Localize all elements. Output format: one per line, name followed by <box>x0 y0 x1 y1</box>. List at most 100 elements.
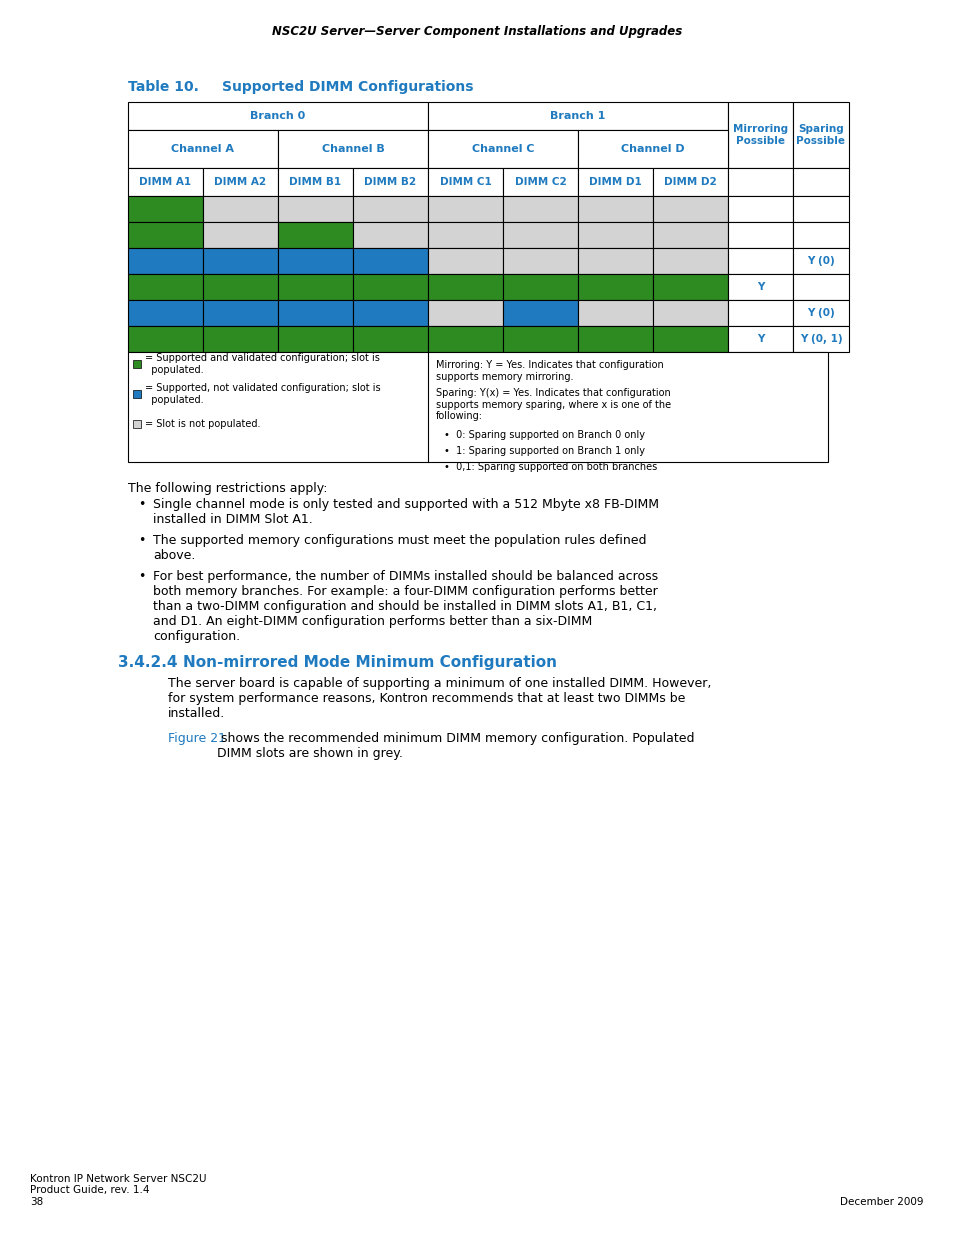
Bar <box>428 248 502 274</box>
Text: Channel A: Channel A <box>172 144 234 154</box>
Bar <box>353 168 428 196</box>
Bar <box>128 326 203 352</box>
Text: •: • <box>138 534 145 547</box>
Text: The following restrictions apply:: The following restrictions apply: <box>128 482 327 495</box>
Bar <box>128 274 203 300</box>
Bar <box>502 326 578 352</box>
Text: Channel D: Channel D <box>620 144 684 154</box>
Bar <box>128 130 277 168</box>
Text: NSC2U Server—Server Component Installations and Upgrades: NSC2U Server—Server Component Installati… <box>272 25 681 38</box>
Bar <box>277 222 353 248</box>
Bar <box>353 222 428 248</box>
Bar <box>428 326 502 352</box>
Bar <box>652 196 727 222</box>
Text: shows the recommended minimum DIMM memory configuration. Populated
DIMM slots ar: shows the recommended minimum DIMM memor… <box>216 732 694 760</box>
Bar <box>428 168 502 196</box>
Bar <box>578 248 652 274</box>
Bar <box>428 300 502 326</box>
Bar <box>428 130 578 168</box>
Bar <box>727 103 792 168</box>
Bar <box>277 248 353 274</box>
Bar <box>203 326 277 352</box>
Bar <box>428 196 502 222</box>
Text: Non-mirrored Mode Minimum Configuration: Non-mirrored Mode Minimum Configuration <box>183 655 557 671</box>
Bar <box>792 248 848 274</box>
Text: •  1: Sparing supported on Branch 1 only: • 1: Sparing supported on Branch 1 only <box>443 446 644 456</box>
Bar <box>652 222 727 248</box>
Bar <box>727 326 792 352</box>
Bar <box>132 420 141 429</box>
Bar <box>128 196 203 222</box>
Text: The supported memory configurations must meet the population rules defined
above: The supported memory configurations must… <box>152 534 646 562</box>
Bar <box>502 274 578 300</box>
Bar <box>277 130 428 168</box>
Bar <box>132 390 141 398</box>
Text: Supported DIMM Configurations: Supported DIMM Configurations <box>222 80 473 94</box>
Bar <box>727 248 792 274</box>
Text: December 2009: December 2009 <box>840 1197 923 1207</box>
Text: The server board is capable of supporting a minimum of one installed DIMM. Howev: The server board is capable of supportin… <box>168 677 711 720</box>
Text: Sparing
Possible: Sparing Possible <box>796 125 844 146</box>
Text: DIMM B2: DIMM B2 <box>364 177 416 186</box>
Bar <box>428 103 727 130</box>
Text: Sparing: Y(x) = Yes. Indicates that configuration
supports memory sparing, where: Sparing: Y(x) = Yes. Indicates that conf… <box>436 388 670 421</box>
Text: = Supported, not validated configuration; slot is
  populated.: = Supported, not validated configuration… <box>145 383 380 405</box>
Bar <box>277 300 353 326</box>
Bar <box>128 300 203 326</box>
Bar <box>277 274 353 300</box>
Text: Y (0, 1): Y (0, 1) <box>799 333 841 345</box>
Bar <box>727 274 792 300</box>
Bar <box>128 103 428 130</box>
Text: •  0,1: Sparing supported on both branches: • 0,1: Sparing supported on both branche… <box>443 462 657 472</box>
Bar <box>277 326 353 352</box>
Bar <box>792 300 848 326</box>
Bar <box>353 248 428 274</box>
Text: Channel B: Channel B <box>321 144 384 154</box>
Bar <box>502 168 578 196</box>
Text: Y: Y <box>756 282 763 291</box>
Bar <box>277 168 353 196</box>
Text: Mirroring
Possible: Mirroring Possible <box>732 125 787 146</box>
Bar <box>727 196 792 222</box>
Bar <box>277 196 353 222</box>
Bar <box>353 196 428 222</box>
Bar <box>792 274 848 300</box>
Text: 3.4.2.4: 3.4.2.4 <box>118 655 177 671</box>
Bar <box>128 352 827 462</box>
Text: Y (0): Y (0) <box>806 256 834 266</box>
Text: DIMM A2: DIMM A2 <box>214 177 266 186</box>
Bar <box>578 168 652 196</box>
Text: DIMM C1: DIMM C1 <box>439 177 491 186</box>
Text: Kontron IP Network Server NSC2U
Product Guide, rev. 1.4
38: Kontron IP Network Server NSC2U Product … <box>30 1173 206 1207</box>
Bar <box>203 248 277 274</box>
Bar <box>132 359 141 368</box>
Bar <box>128 222 203 248</box>
Bar <box>652 326 727 352</box>
Bar <box>502 300 578 326</box>
Bar <box>792 326 848 352</box>
Bar <box>792 168 848 196</box>
Bar <box>353 326 428 352</box>
Bar <box>792 103 848 168</box>
Text: Table 10.: Table 10. <box>128 80 198 94</box>
Text: = Slot is not populated.: = Slot is not populated. <box>145 419 260 429</box>
Bar <box>578 274 652 300</box>
Text: = Supported and validated configuration; slot is
  populated.: = Supported and validated configuration;… <box>145 353 379 374</box>
Bar <box>727 168 792 196</box>
Text: •: • <box>138 498 145 511</box>
Bar <box>578 300 652 326</box>
Text: DIMM D2: DIMM D2 <box>663 177 716 186</box>
Text: Branch 1: Branch 1 <box>550 111 605 121</box>
Text: Branch 0: Branch 0 <box>250 111 305 121</box>
Bar <box>203 196 277 222</box>
Bar <box>428 222 502 248</box>
Bar <box>652 248 727 274</box>
Bar <box>792 196 848 222</box>
Bar <box>502 196 578 222</box>
Text: Figure 21: Figure 21 <box>168 732 226 745</box>
Text: Channel C: Channel C <box>471 144 534 154</box>
Text: •: • <box>138 571 145 583</box>
Bar <box>203 168 277 196</box>
Bar <box>578 196 652 222</box>
Bar <box>727 222 792 248</box>
